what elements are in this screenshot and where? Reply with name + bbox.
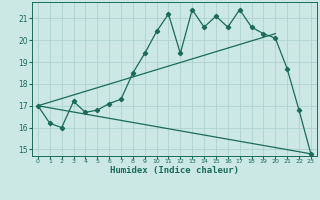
X-axis label: Humidex (Indice chaleur): Humidex (Indice chaleur) <box>110 166 239 175</box>
